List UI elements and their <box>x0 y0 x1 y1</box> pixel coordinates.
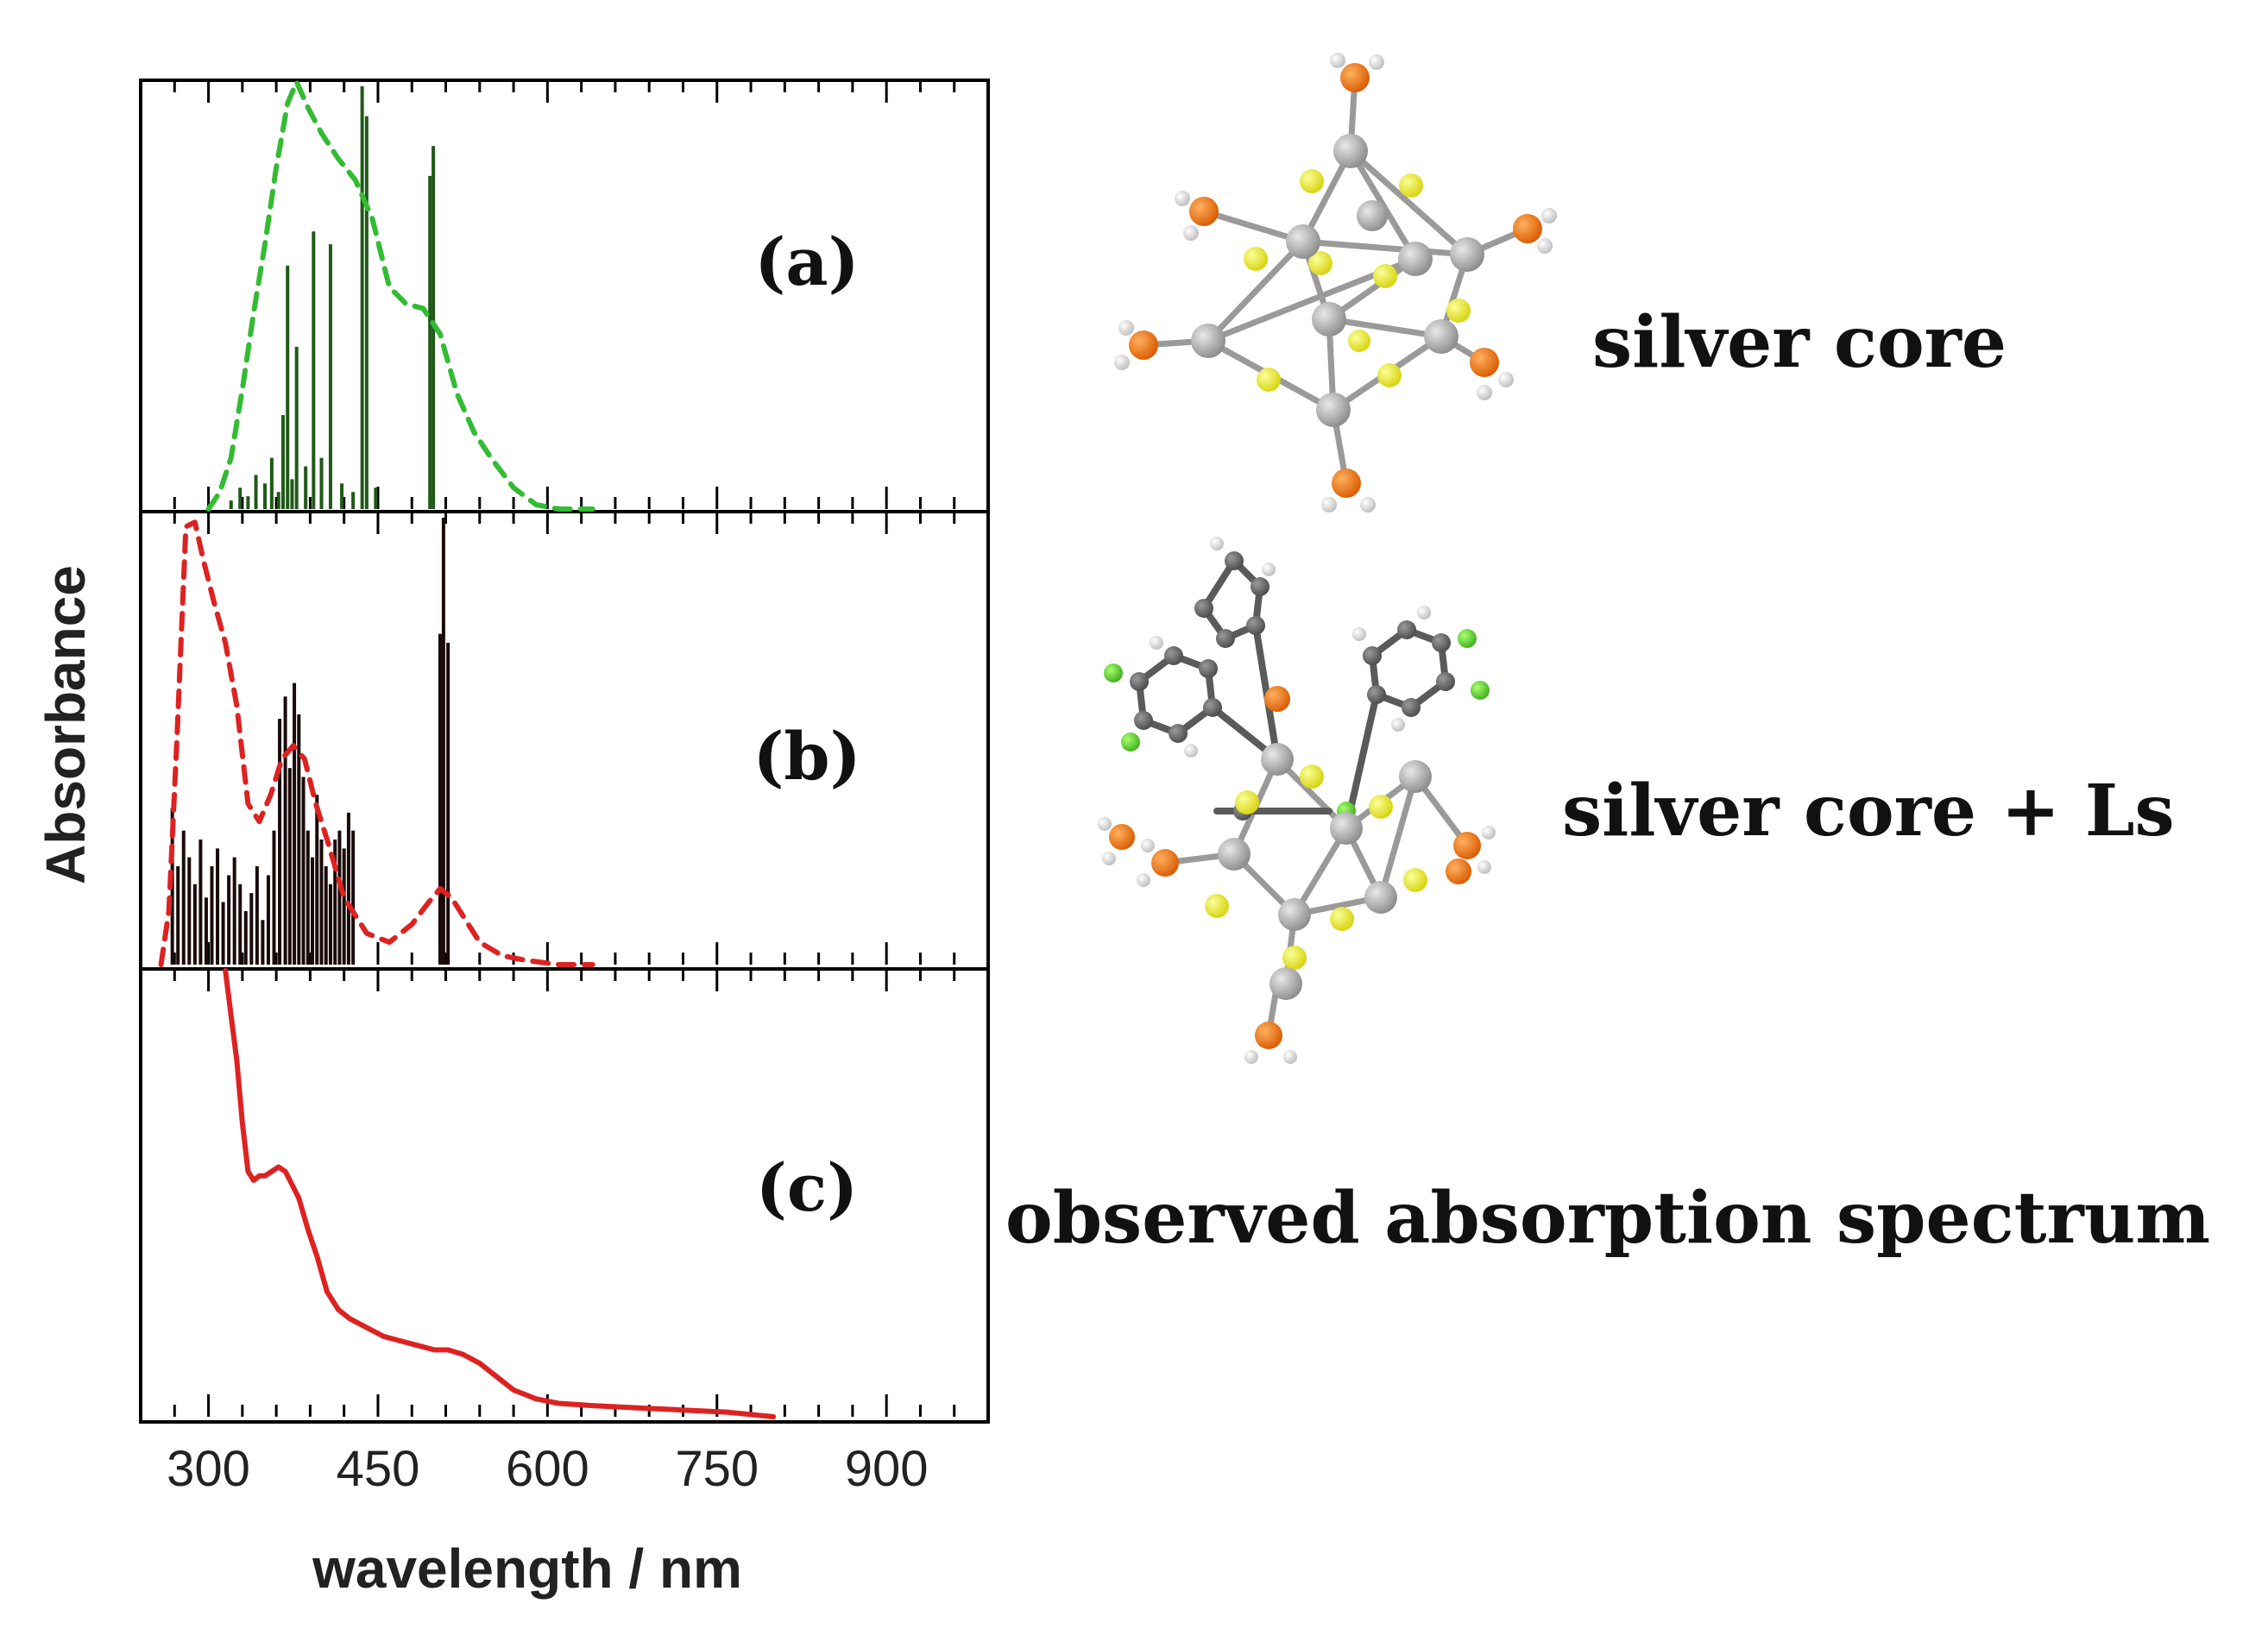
x-tick-labels: 300 450 600 750 900 <box>167 1441 928 1497</box>
structure-label-b: silver core + Ls <box>1562 770 2175 852</box>
panel-c-frame <box>139 967 990 1424</box>
stick-spectra <box>170 85 450 965</box>
silver-core-ligands-molecule-image <box>1098 537 1496 1064</box>
spectrum-line <box>223 968 777 1419</box>
silver-core-molecule-image <box>1114 53 1557 513</box>
y-axis-title: Absorbance <box>35 565 97 884</box>
spectrum-line <box>158 519 595 967</box>
x-tick-label: 600 <box>506 1441 589 1497</box>
x-tick-label: 300 <box>167 1441 250 1497</box>
structure-label-a: silver core <box>1592 301 2007 384</box>
panel-a-frame <box>139 79 990 513</box>
panel-c-tag: (c) <box>756 1149 858 1226</box>
plot-area <box>139 79 990 1424</box>
x-tick-label: 900 <box>845 1441 929 1497</box>
x-tick-label: 450 <box>337 1441 420 1497</box>
spectrum-line <box>205 79 595 512</box>
x-axis-title: wavelength / nm <box>312 1538 742 1600</box>
structure-label-c: observed absorption spectrum <box>1005 1177 2210 1260</box>
x-tick-label: 750 <box>675 1441 759 1497</box>
panel-a-tag: (a) <box>754 223 859 300</box>
spectrum-lines <box>158 79 777 1419</box>
panel-b-tag: (b) <box>753 718 860 795</box>
